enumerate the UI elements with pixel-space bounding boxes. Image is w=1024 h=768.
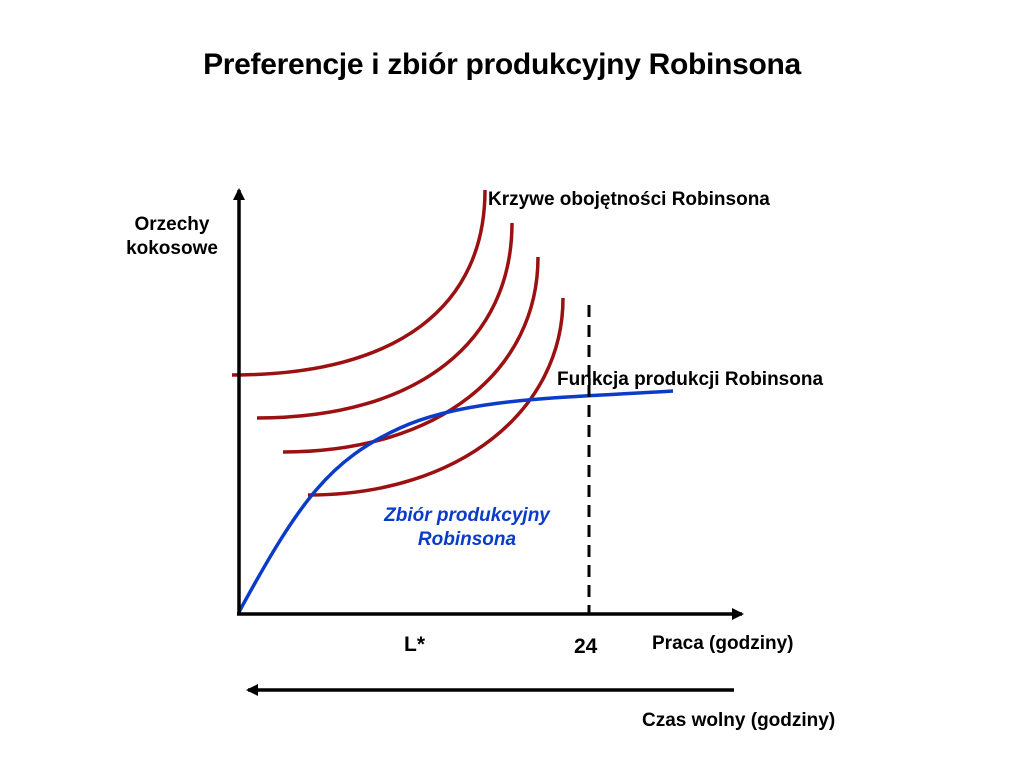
production-set-label-line1: Zbiór produkcyjny [384, 505, 550, 526]
slide-title: Preferencje i zbiór produkcyjny Robinson… [203, 48, 801, 81]
indifference-curve-4 [307, 297, 565, 497]
indifference-curve-2 [256, 222, 514, 420]
y-axis-label: Orzechy kokosowe [108, 213, 236, 261]
indifference-curves-label: Krzywe obojętności Robinsona [488, 189, 770, 210]
max-hours-tick-label: 24 [574, 635, 598, 658]
production-set-label-line2: Robinsona [417, 528, 517, 550]
production-set-label: Zbiór produkcyjny Robinsona [358, 504, 576, 552]
leisure-axis-label: Czas wolny (godziny) [642, 710, 836, 731]
production-function-curve [237, 389, 674, 613]
y-axis-label-line2: kokosowe [126, 237, 218, 259]
l-star-tick-label: L* [404, 633, 425, 656]
x-axis-label: Praca (godziny) [652, 633, 794, 654]
indifference-curve-1 [231, 189, 487, 377]
production-function-label: Funkcja produkcji Robinsona [557, 369, 824, 390]
y-axis-label-line1: Orzechy [134, 214, 210, 235]
indifference-curve-3 [282, 256, 540, 454]
